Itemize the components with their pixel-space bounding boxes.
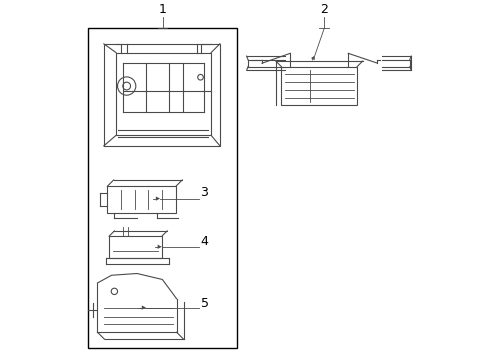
Polygon shape <box>142 306 146 310</box>
Bar <box>281 67 356 105</box>
Text: 2: 2 <box>320 3 327 17</box>
Polygon shape <box>310 55 314 60</box>
Text: 1: 1 <box>158 3 166 17</box>
Polygon shape <box>157 245 162 249</box>
Text: 3: 3 <box>200 186 208 199</box>
Text: 4: 4 <box>200 235 208 248</box>
Text: 5: 5 <box>200 297 208 310</box>
Bar <box>88 28 237 348</box>
Polygon shape <box>156 197 160 201</box>
Bar <box>109 236 162 258</box>
Bar <box>107 186 176 213</box>
